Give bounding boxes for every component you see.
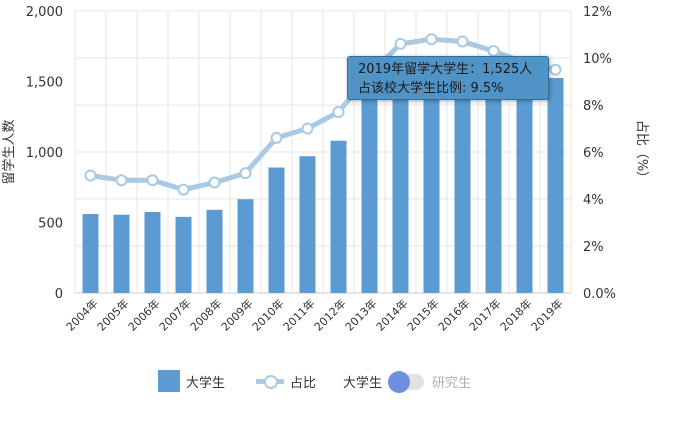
line-point bbox=[394, 37, 407, 50]
chart-svg: 0 500 1,000 1,500 2,000 0.0% 2% 4% 6% 8% 10% 12% 2… bbox=[1, 5, 649, 334]
bar bbox=[237, 199, 254, 293]
y-axis-left-title: 留学生人数 bbox=[1, 119, 17, 184]
x-tick-label: 2005年 bbox=[94, 296, 131, 333]
y2-tick-label: 12% bbox=[583, 5, 612, 20]
y-axis-right-ticks: 0.0% 2% 4% 6% 8% 10% 12% bbox=[583, 5, 616, 302]
legend-item-bar[interactable]: 大学生 bbox=[158, 370, 226, 392]
y2-tick-label: 0.0% bbox=[583, 287, 616, 302]
bar bbox=[392, 95, 409, 293]
line-point bbox=[146, 174, 159, 187]
toggle-left-label: 大学生 bbox=[343, 375, 383, 391]
line-point bbox=[208, 176, 221, 189]
legend-item-line[interactable]: 占比 bbox=[256, 371, 316, 391]
y-tick-label: 0 bbox=[55, 287, 63, 302]
x-tick-label: 2007年 bbox=[156, 296, 193, 333]
line-point bbox=[549, 63, 562, 76]
bar bbox=[361, 98, 378, 293]
y-tick-label: 500 bbox=[38, 217, 63, 232]
x-tick-label: 2018年 bbox=[497, 296, 534, 333]
x-tick-label: 2016年 bbox=[435, 296, 472, 333]
x-tick-label: 2013年 bbox=[342, 296, 379, 333]
legend-line-swatch bbox=[256, 371, 284, 391]
x-tick-label: 2004年 bbox=[63, 296, 100, 333]
legend-line-label: 占比 bbox=[290, 375, 317, 391]
tooltip-line-1: 2019年留学大学生：1,525人 bbox=[358, 62, 533, 77]
line-point bbox=[487, 44, 500, 57]
line-point bbox=[332, 106, 345, 119]
y-axis-right-title: 占比（%） bbox=[634, 120, 649, 184]
x-tick-label: 2011年 bbox=[280, 296, 317, 333]
legend-bar-swatch bbox=[158, 370, 180, 392]
bar-series bbox=[82, 77, 564, 294]
x-tick-label: 2015年 bbox=[404, 296, 441, 333]
bar bbox=[423, 94, 440, 293]
y2-tick-label: 4% bbox=[583, 193, 604, 208]
line-point bbox=[301, 122, 314, 135]
y-tick-label: 1,500 bbox=[26, 76, 63, 91]
bar bbox=[299, 156, 316, 293]
line-point bbox=[270, 131, 283, 144]
bar bbox=[268, 167, 285, 293]
bar bbox=[144, 211, 161, 293]
y2-tick-label: 2% bbox=[583, 240, 604, 255]
x-tick-label: 2006年 bbox=[125, 296, 162, 333]
bar bbox=[454, 89, 471, 294]
line-point bbox=[239, 167, 252, 180]
y2-tick-label: 10% bbox=[583, 52, 612, 67]
bar bbox=[516, 92, 533, 293]
x-tick-label: 2008年 bbox=[187, 296, 224, 333]
line-point bbox=[425, 33, 438, 46]
bar bbox=[113, 214, 130, 293]
x-tick-label: 2014年 bbox=[373, 296, 410, 333]
ratio-line bbox=[88, 36, 558, 193]
bar bbox=[175, 216, 192, 293]
y2-tick-label: 8% bbox=[583, 99, 604, 114]
bar bbox=[485, 91, 502, 294]
x-tick-label: 2019年 bbox=[528, 296, 565, 333]
line-point bbox=[115, 174, 128, 187]
student-type-toggle[interactable] bbox=[388, 371, 425, 393]
line-point bbox=[177, 183, 190, 196]
x-tick-label: 2009年 bbox=[218, 296, 255, 333]
toggle-right-label: 研究生 bbox=[432, 375, 472, 391]
line-point bbox=[456, 35, 469, 48]
y-tick-label: 2,000 bbox=[26, 5, 63, 20]
x-tick-label: 2012年 bbox=[311, 296, 348, 333]
x-tick-label: 2017年 bbox=[466, 296, 503, 333]
student-type-toggle-group: 大学生 研究生 bbox=[343, 371, 472, 393]
bar bbox=[82, 214, 99, 293]
x-axis-ticks: 2004年2005年2006年2007年2008年2009年2010年2011年… bbox=[63, 296, 565, 333]
y-axis-left-ticks: 0 500 1,000 1,500 2,000 bbox=[26, 5, 63, 302]
legend-bar-label: 大学生 bbox=[186, 375, 226, 391]
y2-tick-label: 6% bbox=[583, 146, 604, 161]
bar bbox=[206, 209, 223, 293]
x-tick-label: 2010年 bbox=[249, 296, 286, 333]
bar bbox=[330, 140, 347, 293]
y-tick-label: 1,000 bbox=[26, 146, 63, 161]
line-point bbox=[84, 169, 97, 182]
bar bbox=[547, 77, 564, 293]
data-tooltip: 2019年留学大学生：1,525人 占该校大学生比例: 9.5% bbox=[347, 56, 549, 100]
tooltip-line-2: 占该校大学生比例: 9.5% bbox=[358, 81, 504, 96]
